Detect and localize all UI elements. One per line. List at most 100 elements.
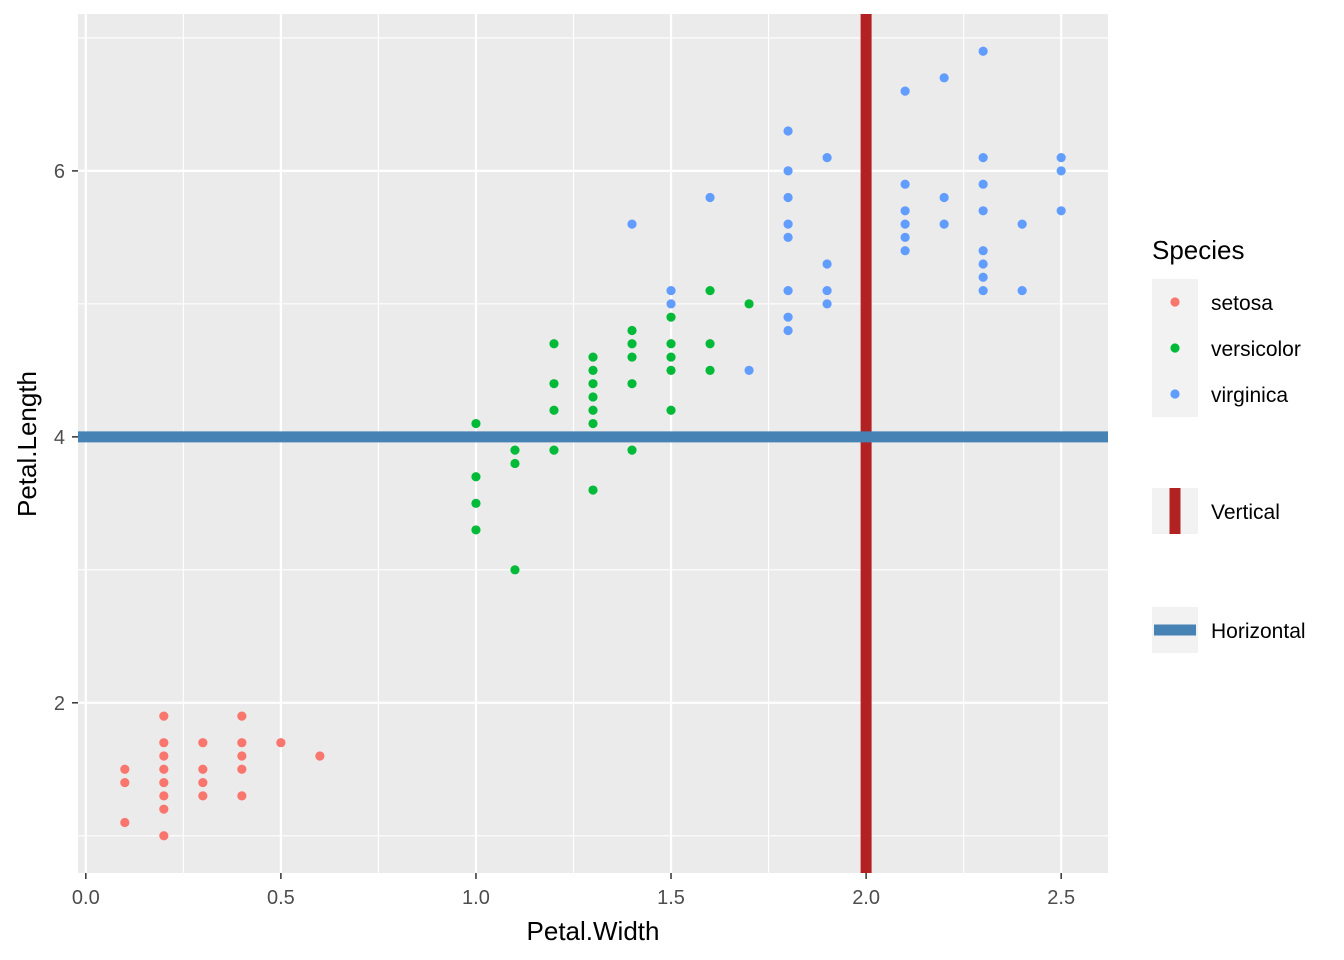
x-tick-label: 1.0 xyxy=(462,887,490,909)
point-virginica xyxy=(822,259,832,269)
point-versicolor xyxy=(627,352,637,362)
point-virginica xyxy=(783,166,793,176)
point-setosa xyxy=(237,764,247,774)
point-versicolor xyxy=(588,365,598,375)
point-virginica xyxy=(705,192,715,203)
point-versicolor xyxy=(588,352,598,362)
point-virginica xyxy=(783,219,793,229)
point-setosa xyxy=(198,777,208,788)
point-setosa xyxy=(120,764,130,774)
y-tick-label: 4 xyxy=(54,427,65,449)
x-tick-label: 0.5 xyxy=(267,887,295,909)
point-setosa xyxy=(198,764,208,774)
point-virginica xyxy=(666,299,676,309)
y-tick-label: 6 xyxy=(54,161,65,183)
point-virginica xyxy=(978,285,988,296)
point-virginica xyxy=(783,192,793,203)
legend-title: Species xyxy=(1152,235,1245,265)
point-setosa xyxy=(237,738,247,748)
point-virginica xyxy=(1056,206,1066,216)
point-virginica xyxy=(783,325,793,336)
point-versicolor xyxy=(549,445,559,455)
point-versicolor xyxy=(705,285,715,296)
point-virginica xyxy=(939,219,949,229)
point-versicolor xyxy=(627,445,637,455)
point-virginica xyxy=(900,232,910,242)
point-versicolor xyxy=(549,405,559,415)
point-versicolor xyxy=(744,299,754,309)
point-virginica xyxy=(783,126,793,136)
legend-label-setosa: setosa xyxy=(1211,292,1273,315)
point-setosa xyxy=(237,711,247,721)
legend-key-virginica xyxy=(1170,389,1180,399)
point-setosa xyxy=(120,777,130,788)
plot-panel xyxy=(78,14,1108,873)
point-setosa xyxy=(237,751,247,761)
point-virginica xyxy=(900,206,910,216)
legend-label-virginica: virginica xyxy=(1211,384,1288,407)
point-versicolor xyxy=(588,392,598,402)
point-versicolor xyxy=(471,498,481,508)
point-setosa xyxy=(159,711,169,721)
legend-label-vertical: Vertical xyxy=(1211,501,1280,524)
point-versicolor xyxy=(549,379,559,389)
point-versicolor xyxy=(588,418,598,429)
point-virginica xyxy=(627,219,637,229)
point-virginica xyxy=(900,246,910,256)
point-virginica xyxy=(978,206,988,216)
point-virginica xyxy=(900,219,910,229)
point-setosa xyxy=(237,791,247,801)
point-virginica xyxy=(939,73,949,83)
point-setosa xyxy=(159,751,169,761)
point-versicolor xyxy=(627,339,637,349)
legend-key-setosa xyxy=(1170,297,1180,307)
point-virginica xyxy=(1017,285,1027,296)
point-setosa xyxy=(120,817,130,828)
point-versicolor xyxy=(510,445,520,455)
point-virginica xyxy=(939,192,949,203)
point-versicolor xyxy=(549,339,559,349)
y-tick-label: 2 xyxy=(54,693,65,715)
point-virginica xyxy=(783,285,793,296)
point-setosa xyxy=(159,831,169,841)
grid-minor-lines xyxy=(78,14,1108,873)
point-setosa xyxy=(315,751,325,761)
y-axis-title: Petal.Length xyxy=(12,371,42,517)
point-versicolor xyxy=(588,405,598,415)
x-tick-label: 1.5 xyxy=(657,887,685,909)
legend-label-versicolor: versicolor xyxy=(1211,338,1301,361)
data-points xyxy=(120,46,1066,841)
point-setosa xyxy=(159,777,169,788)
point-virginica xyxy=(978,46,988,56)
point-versicolor xyxy=(666,339,676,349)
point-virginica xyxy=(978,259,988,269)
point-versicolor xyxy=(510,565,520,575)
point-setosa xyxy=(159,764,169,774)
point-virginica xyxy=(900,86,910,96)
point-virginica xyxy=(783,232,793,242)
point-virginica xyxy=(978,246,988,256)
point-versicolor xyxy=(588,485,598,495)
point-versicolor xyxy=(510,458,520,469)
point-virginica xyxy=(900,179,910,189)
point-versicolor xyxy=(471,418,481,429)
point-versicolor xyxy=(588,379,598,389)
x-axis-title: Petal.Width xyxy=(527,916,660,946)
point-versicolor xyxy=(627,379,637,389)
y-axis: 2 4 6 xyxy=(54,161,78,715)
point-virginica xyxy=(1017,219,1027,229)
point-versicolor xyxy=(471,525,481,535)
x-tick-label: 2.5 xyxy=(1047,887,1075,909)
point-versicolor xyxy=(471,472,481,482)
point-versicolor xyxy=(666,352,676,362)
point-setosa xyxy=(159,791,169,801)
point-virginica xyxy=(978,179,988,189)
point-versicolor xyxy=(627,325,637,336)
point-virginica xyxy=(744,365,754,375)
point-virginica xyxy=(978,153,988,163)
legend-label-horizontal: Horizontal xyxy=(1211,620,1306,643)
point-virginica xyxy=(1056,153,1066,163)
legend-key-versicolor xyxy=(1170,343,1180,353)
point-versicolor xyxy=(666,405,676,415)
